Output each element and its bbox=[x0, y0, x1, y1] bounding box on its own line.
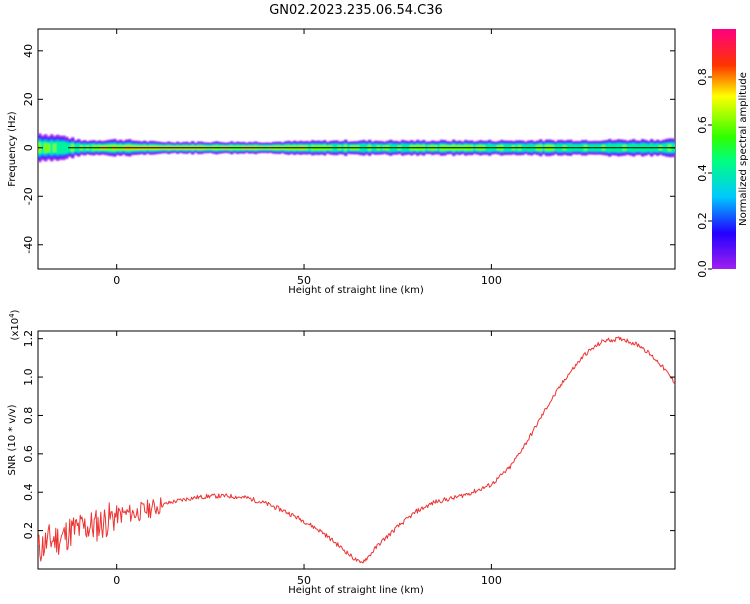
spectrogram-cell bbox=[62, 141, 66, 154]
spectrogram-cell bbox=[53, 143, 57, 152]
spectrogram-cell bbox=[56, 141, 60, 155]
bottom-y-tick-label: 0.6 bbox=[22, 445, 35, 463]
top-y-tick-label: 40 bbox=[22, 44, 35, 58]
spectrogram-panel: 0 50 100 -40 -20 0 20 40 Height of straight li… bbox=[7, 28, 676, 296]
top-x-axis-label: Height of straight line (km) bbox=[288, 285, 424, 296]
bottom-y-axis-label: SNR (10 * v/v) bbox=[7, 404, 18, 475]
top-y-tick-label: -20 bbox=[22, 187, 35, 205]
colorbar-label: Normalized spectral amplitude bbox=[738, 72, 749, 226]
top-x-tick-label: 0 bbox=[113, 274, 120, 287]
top-y-tick-label: 20 bbox=[22, 92, 35, 106]
spectrogram-cell bbox=[44, 143, 48, 153]
top-y-tick-label: 0 bbox=[22, 144, 35, 151]
snr-panel: 0 50 100 0.2 0.4 0.6 0.8 1.0 1.2 Height of stra… bbox=[7, 309, 676, 596]
bottom-y-ticks: 0.2 0.4 0.6 0.8 1.0 1.2 bbox=[22, 330, 675, 539]
top-y-ticks: -40 -20 0 20 40 bbox=[22, 44, 675, 254]
bottom-x-tick-label: 100 bbox=[481, 574, 502, 587]
colorbar-ticks: 0.0 0.2 0.4 0.6 0.8 bbox=[696, 68, 712, 278]
chart-title: GN02.2023.235.06.54.C36 bbox=[269, 3, 443, 18]
bottom-y-tick-label: 1.2 bbox=[22, 330, 35, 348]
colorbar-tick-label: 0.8 bbox=[696, 68, 709, 86]
colorbar-tick-label: 0.6 bbox=[696, 116, 709, 134]
bottom-y-tick-label: 0.8 bbox=[22, 407, 35, 425]
spectrogram-cell bbox=[59, 141, 63, 154]
colorbar-tick-label: 0.0 bbox=[696, 260, 709, 278]
bottom-y-tick-label: 0.4 bbox=[22, 483, 35, 501]
bottom-x-tick-label: 50 bbox=[297, 574, 311, 587]
snr-frame bbox=[37, 330, 676, 570]
bottom-y-tick-label: 1.0 bbox=[22, 368, 35, 386]
bottom-x-tick-label: 0 bbox=[113, 574, 120, 587]
top-y-tick-label: -40 bbox=[22, 236, 35, 254]
spectrogram-cell bbox=[65, 142, 69, 154]
top-x-tick-label: 100 bbox=[481, 274, 502, 287]
spectrogram-cell bbox=[47, 143, 51, 152]
top-y-axis-label: Frequency (Hz) bbox=[7, 111, 18, 187]
top-x-tick-label: 50 bbox=[297, 274, 311, 287]
bottom-x-axis-label: Height of straight line (km) bbox=[288, 585, 424, 596]
spectrogram-cell bbox=[50, 140, 54, 155]
bottom-x-ticks: 0 50 100 bbox=[113, 331, 502, 587]
snr-series-line bbox=[38, 336, 675, 564]
colorbar-tick-label: 0.4 bbox=[696, 164, 709, 182]
colorbar-tick-label: 0.2 bbox=[696, 212, 709, 230]
colorbar-gradient bbox=[712, 29, 736, 269]
colorbar: 0.0 0.2 0.4 0.6 0.8 Normalized spectral ampl… bbox=[696, 29, 749, 278]
bottom-y-tick-label: 0.2 bbox=[22, 522, 35, 540]
y-multiplier-label: (x104) bbox=[8, 309, 21, 340]
top-x-ticks: 0 50 100 bbox=[113, 29, 502, 287]
